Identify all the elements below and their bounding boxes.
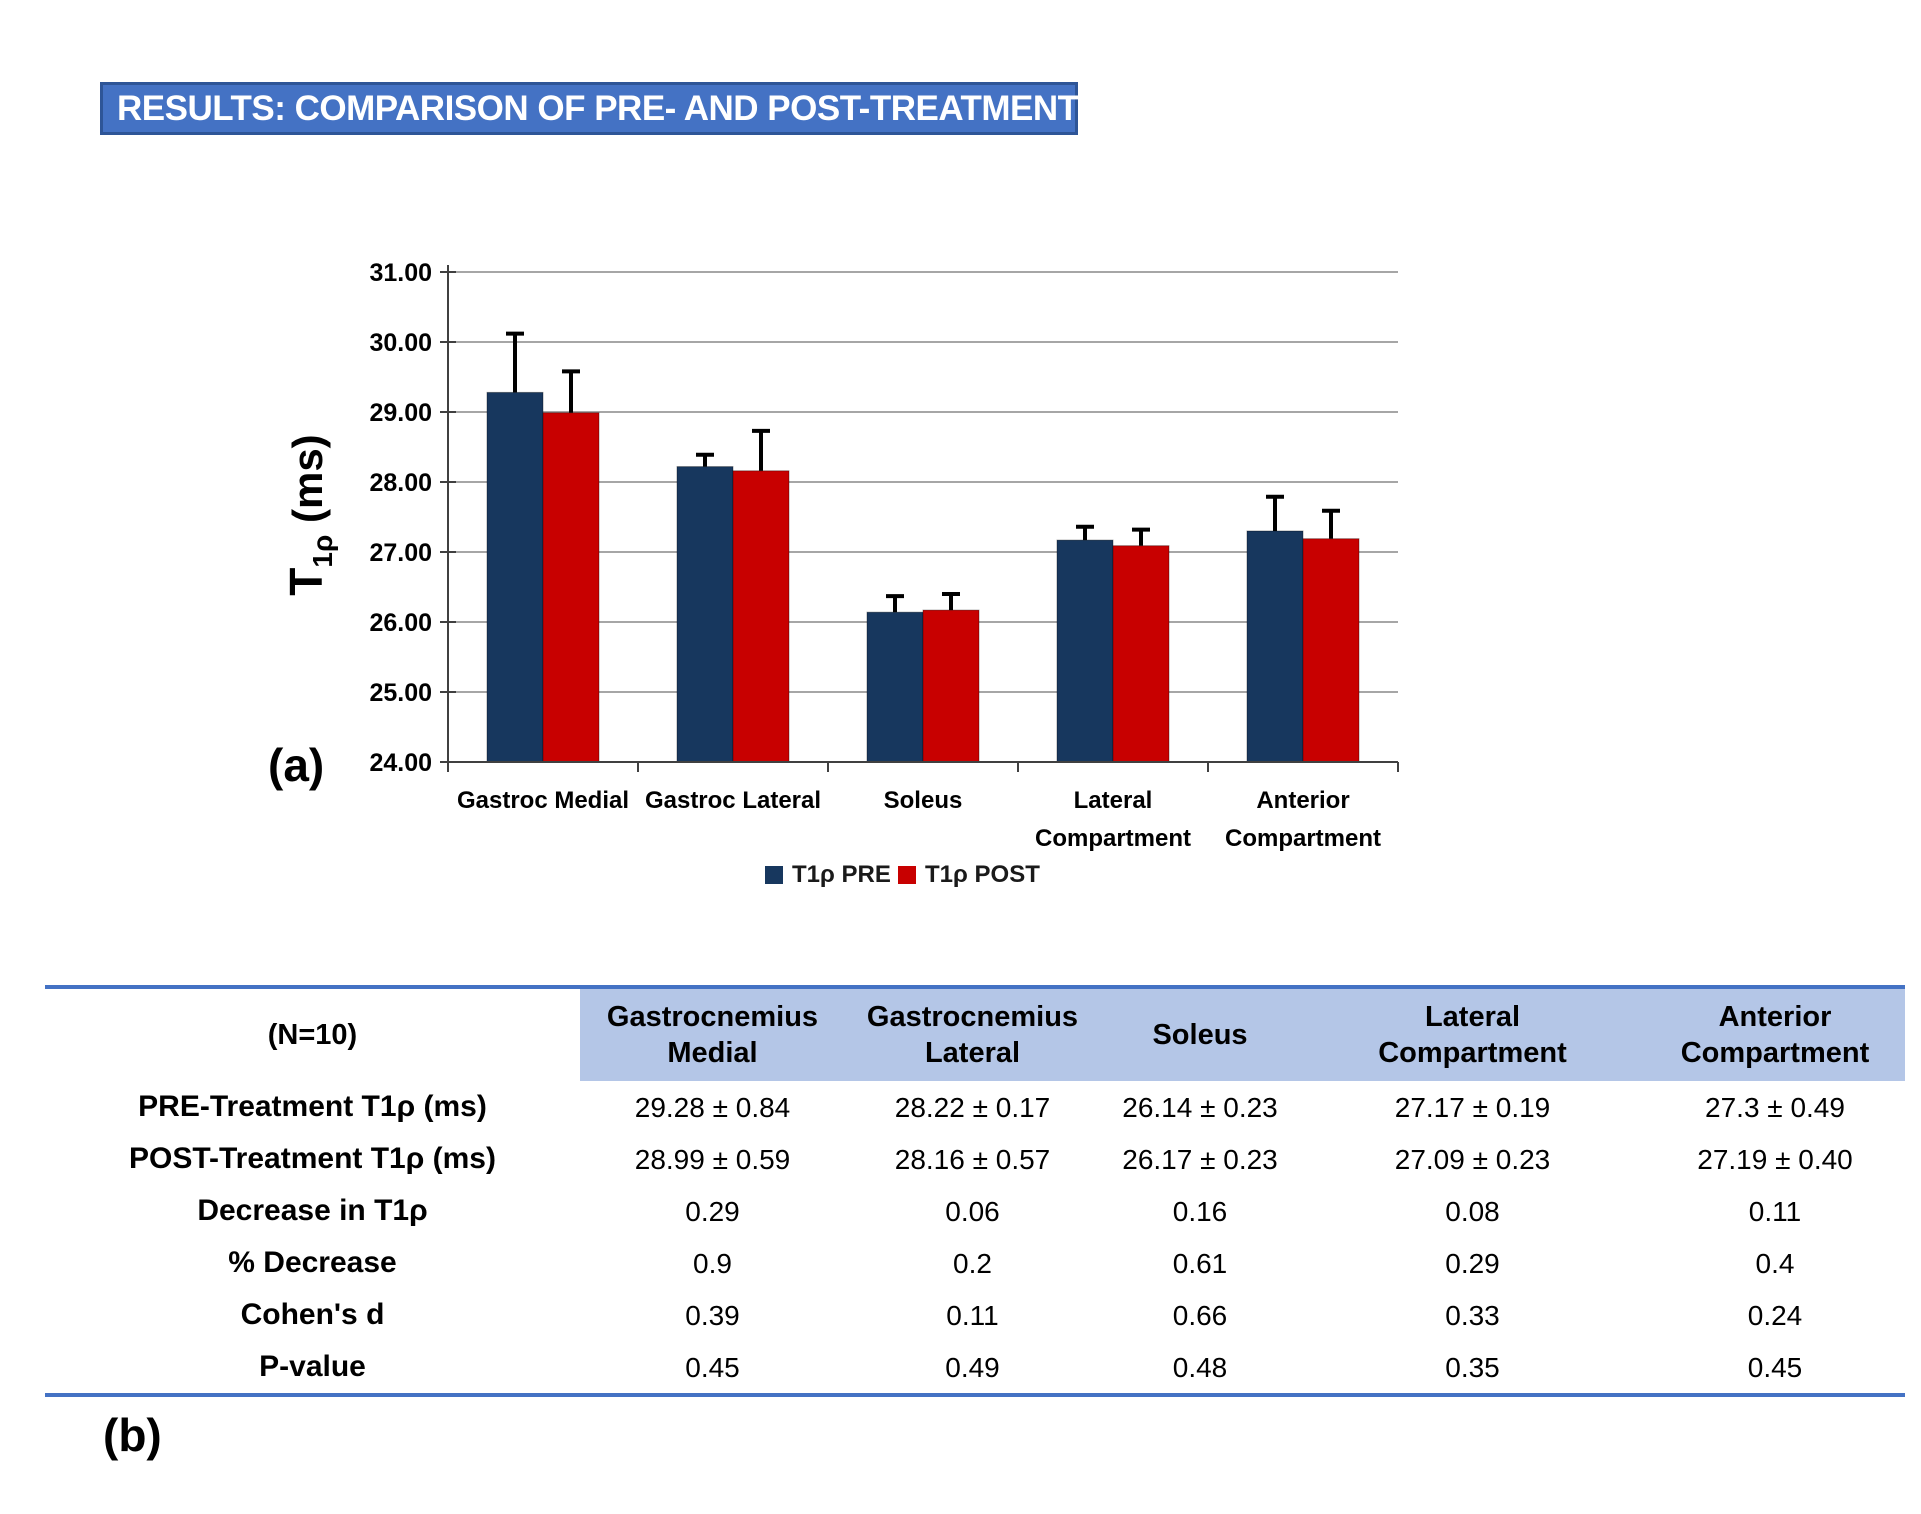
panel-label-a: (a) (268, 739, 325, 791)
table-value: 0.08 (1445, 1195, 1500, 1227)
row-label: P-value (259, 1350, 366, 1384)
table-value: 0.35 (1445, 1351, 1500, 1383)
column-header: Gastrocnemius Medial (580, 989, 845, 1081)
table-row: Decrease in T1ρ 0.29 0.06 0.16 0.08 0.11 (45, 1185, 1905, 1237)
table-value: 0.45 (1747, 1351, 1803, 1383)
row-label: Decrease in T1ρ (197, 1194, 428, 1228)
bar-post (922, 609, 980, 763)
category-label: Compartment (1035, 825, 1191, 852)
bar-post (1112, 545, 1170, 763)
row-label: % Decrease (228, 1246, 397, 1280)
row-label: Cohen's d (240, 1298, 385, 1332)
column-header: Anterior Compartment (1645, 989, 1905, 1081)
table-value: 0.61 (1172, 1247, 1228, 1279)
title-banner: RESULTS: COMPARISON OF PRE- AND POST-TRE… (100, 82, 1079, 135)
y-tick-label: 24.00 (369, 749, 432, 777)
table-value: 0.39 (685, 1299, 740, 1331)
column-header: Gastrocnemius Lateral (845, 989, 1100, 1081)
table-value: 29.28 ± 0.84 (634, 1091, 791, 1123)
bar-post (732, 470, 790, 763)
row-label: PRE-Treatment T1ρ (ms) (138, 1090, 487, 1124)
table-value: 28.22 ± 0.17 (894, 1091, 1051, 1123)
category-label: Gastroc Medial (457, 787, 629, 814)
page-title: RESULTS: COMPARISON OF PRE- AND POST-TRE… (117, 88, 1079, 128)
category-label: Gastroc Lateral (645, 787, 821, 814)
table-row: P-value 0.45 0.49 0.48 0.35 0.45 (45, 1341, 1905, 1393)
table-value: 0.11 (946, 1299, 999, 1331)
table-value: 0.2 (953, 1247, 992, 1279)
table-value: 0.33 (1445, 1299, 1500, 1331)
table-value: 0.48 (1172, 1351, 1228, 1383)
table-value: 0.9 (693, 1247, 732, 1279)
y-tick-label: 25.00 (369, 679, 432, 707)
bar-pre (1056, 539, 1114, 763)
t1rho-bar-chart: 24.00 25.00 26.00 27.00 28.00 29.00 30.00 31.00… (280, 259, 1399, 888)
y-tick-label: 27.00 (369, 539, 432, 567)
y-tick-label: 30.00 (369, 329, 432, 357)
bar-post (542, 412, 600, 763)
table-value: 0.4 (1755, 1247, 1795, 1279)
table-value: 27.09 ± 0.23 (1394, 1143, 1551, 1175)
table-value: 0.06 (945, 1195, 1000, 1227)
table-value: 0.66 (1172, 1299, 1228, 1331)
y-tick-label: 31.00 (369, 259, 432, 287)
table-value: 0.29 (1445, 1247, 1500, 1279)
column-header: Lateral Compartment (1300, 989, 1645, 1081)
legend-swatch-pre (765, 866, 783, 884)
table-header-row: (N=10) Gastrocnemius Medial Gastrocnemius La… (45, 989, 1905, 1081)
y-tick-label: 29.00 (369, 399, 432, 427)
bar-post (1302, 538, 1360, 763)
column-header: Soleus (1100, 989, 1300, 1081)
table-value: 0.11 (1748, 1195, 1802, 1227)
table-value: 28.16 ± 0.57 (894, 1143, 1051, 1175)
header-n10: (N=10) (45, 989, 580, 1081)
table-value: 26.17 ± 0.23 (1122, 1143, 1278, 1175)
bar-pre (866, 611, 924, 763)
bar-pre (1246, 530, 1304, 763)
table-row: Cohen's d 0.39 0.11 0.66 0.33 0.24 (45, 1289, 1905, 1341)
row-label: POST-Treatment T1ρ (ms) (129, 1142, 496, 1176)
category-label: Soleus (884, 787, 963, 814)
legend-label: T1ρ POST (925, 861, 1040, 888)
bar-pre (486, 391, 544, 763)
category-label: Compartment (1225, 825, 1381, 852)
table-row: POST-Treatment T1ρ (ms) 28.99 ± 0.59 28.16… (45, 1133, 1905, 1185)
panel-label-b: (b) (103, 1409, 162, 1461)
bar-pre (676, 466, 734, 763)
y-tick-label: 26.00 (369, 609, 432, 637)
table-value: 0.24 (1747, 1299, 1803, 1331)
comparison-table: (N=10) Gastrocnemius Medial Gastrocnemius La… (45, 985, 1905, 1397)
table-value: 26.14 ± 0.23 (1122, 1091, 1278, 1123)
table-value: 27.17 ± 0.19 (1394, 1091, 1551, 1123)
table-value: 0.45 (685, 1351, 740, 1383)
legend-label: T1ρ PRE (792, 861, 891, 888)
table-value: 28.99 ± 0.59 (634, 1143, 791, 1175)
category-label: Anterior (1256, 787, 1349, 814)
table-row: % Decrease 0.9 0.2 0.61 0.29 0.4 (45, 1237, 1905, 1289)
legend-swatch-post (898, 866, 916, 884)
y-tick-label: 28.00 (369, 469, 432, 497)
y-axis-label: T1ρ (ms) (280, 434, 338, 595)
table-value: 0.16 (1172, 1195, 1228, 1227)
table-value: 27.3 ± 0.49 (1705, 1091, 1845, 1123)
table-value: 0.49 (945, 1351, 1000, 1383)
category-label: Lateral (1074, 787, 1153, 814)
table-row: PRE-Treatment T1ρ (ms) 29.28 ± 0.84 28.22 … (45, 1081, 1905, 1133)
table-value: 0.29 (685, 1195, 740, 1227)
table-value: 27.19 ± 0.40 (1697, 1143, 1853, 1175)
